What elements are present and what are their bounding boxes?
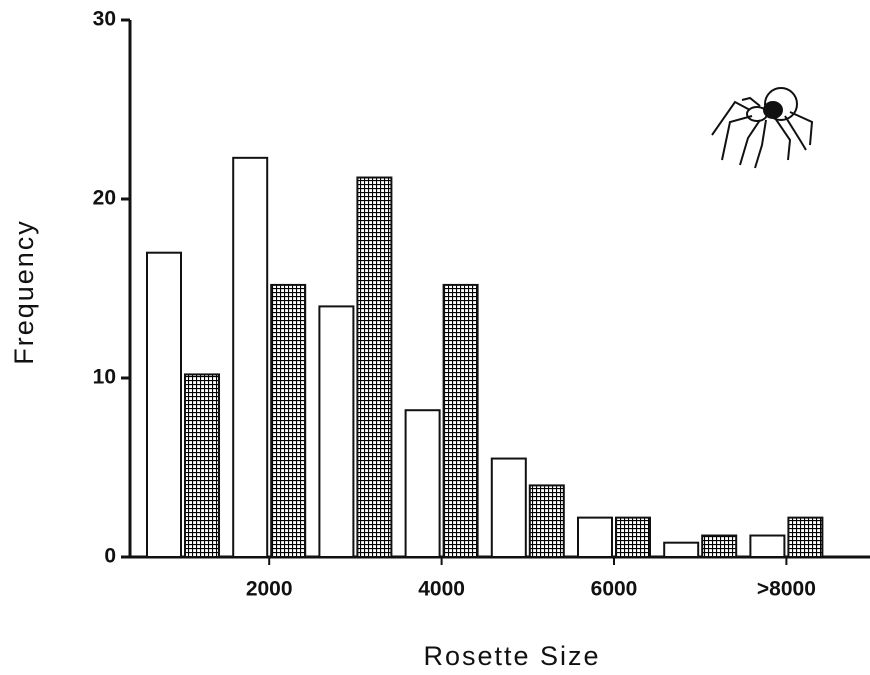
y-axis-title: Frequency	[9, 219, 39, 365]
spider-icon	[711, 87, 814, 169]
bar	[404, 409, 441, 558]
y-tick-label: 30	[93, 8, 116, 31]
y-tick-label: 20	[93, 187, 116, 210]
bar	[232, 156, 269, 559]
y-tick-label: 10	[93, 366, 116, 389]
bar	[146, 251, 182, 558]
bar	[270, 283, 307, 558]
x-tick-label: 6000	[591, 578, 638, 601]
bar	[663, 541, 700, 558]
x-tick-label: >8000	[757, 578, 816, 601]
bar	[749, 534, 786, 559]
bar	[490, 457, 527, 558]
bar	[318, 305, 355, 558]
x-tick-label: 2000	[246, 578, 293, 601]
bar	[787, 516, 824, 558]
bar	[615, 516, 651, 558]
y-tick-label: 0	[104, 545, 116, 568]
bar	[442, 283, 479, 558]
bar	[356, 176, 393, 559]
x-axis-title: Rosette Size	[423, 641, 600, 671]
bar	[184, 373, 220, 559]
bar	[701, 534, 738, 559]
x-tick-label: 4000	[418, 578, 465, 601]
bar	[528, 484, 565, 558]
bar	[577, 516, 613, 558]
